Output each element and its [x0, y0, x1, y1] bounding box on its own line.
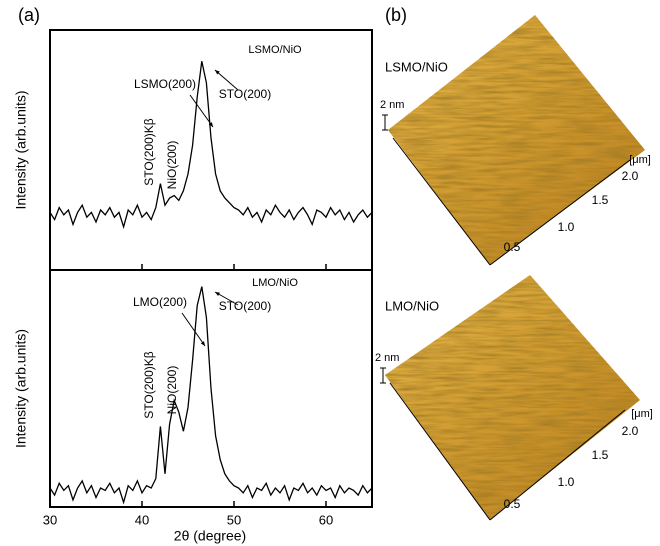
afm-unit: [μm] — [629, 154, 651, 166]
plot-frame — [49, 29, 373, 271]
annotation: LSMO/NiO — [248, 44, 302, 56]
x-tick-label: 30 — [43, 512, 57, 527]
afm-tick-label: 0.5 — [504, 240, 521, 254]
panel-label: (a) — [18, 5, 40, 25]
afm-surface — [388, 15, 645, 265]
afm-tick-label: 2.0 — [622, 424, 639, 438]
arrow-head — [200, 341, 205, 346]
y-axis-label: Intensity (arb.units) — [13, 90, 29, 209]
arrow-head — [215, 292, 220, 296]
annotation: NiO(200) — [165, 141, 179, 190]
afm-edge — [392, 137, 491, 266]
annotation: LMO/NiO — [252, 277, 298, 289]
x-tick-label: 60 — [319, 512, 333, 527]
afm-axis — [489, 409, 626, 521]
annotation: STO(200) — [219, 87, 271, 101]
arrow — [214, 69, 239, 91]
afm-tick-label: 0.5 — [504, 497, 521, 511]
afm-scale-bar — [382, 114, 388, 131]
annotation: LMO(200) — [133, 295, 187, 309]
xrd-line — [49, 286, 373, 505]
x-axis-label: 2θ (degree) — [174, 528, 246, 544]
afm-scale-bar — [380, 367, 386, 384]
xrd-line — [49, 61, 373, 230]
arrow-head — [215, 70, 220, 75]
annotation: NiO(200) — [165, 366, 179, 415]
y-axis-label: Intensity (arb.units) — [13, 329, 29, 448]
afm-sample-label: LMO/NiO — [385, 298, 439, 313]
afm-height-scale: 2 nm — [375, 352, 399, 364]
afm-tick-label: 2.0 — [622, 169, 639, 183]
annotation: LSMO(200) — [134, 77, 196, 91]
arrow-head — [208, 122, 213, 127]
afm-tick-label: 1.0 — [558, 220, 575, 234]
afm-edge — [389, 382, 491, 521]
afm-unit: [μm] — [631, 408, 653, 420]
afm-tick-label: 1.5 — [592, 448, 609, 462]
plot-frame — [49, 269, 373, 508]
afm-axis — [489, 159, 631, 266]
annotation: STO(200) — [219, 299, 271, 313]
arrow — [189, 94, 214, 128]
afm-height-scale: 2 nm — [380, 99, 404, 111]
afm-surface — [385, 275, 640, 520]
arrow — [181, 312, 206, 347]
afm-tick-label: 1.5 — [592, 193, 609, 207]
afm-sample-label: LSMO/NiO — [385, 59, 448, 74]
afm-tick-label: 1.0 — [558, 475, 575, 489]
panel-label: (b) — [385, 5, 407, 25]
x-tick-label: 50 — [227, 512, 241, 527]
x-tick-label: 40 — [135, 512, 149, 527]
annotation: STO(200)Kβ — [142, 118, 156, 185]
annotation: STO(200)Kβ — [142, 351, 156, 418]
